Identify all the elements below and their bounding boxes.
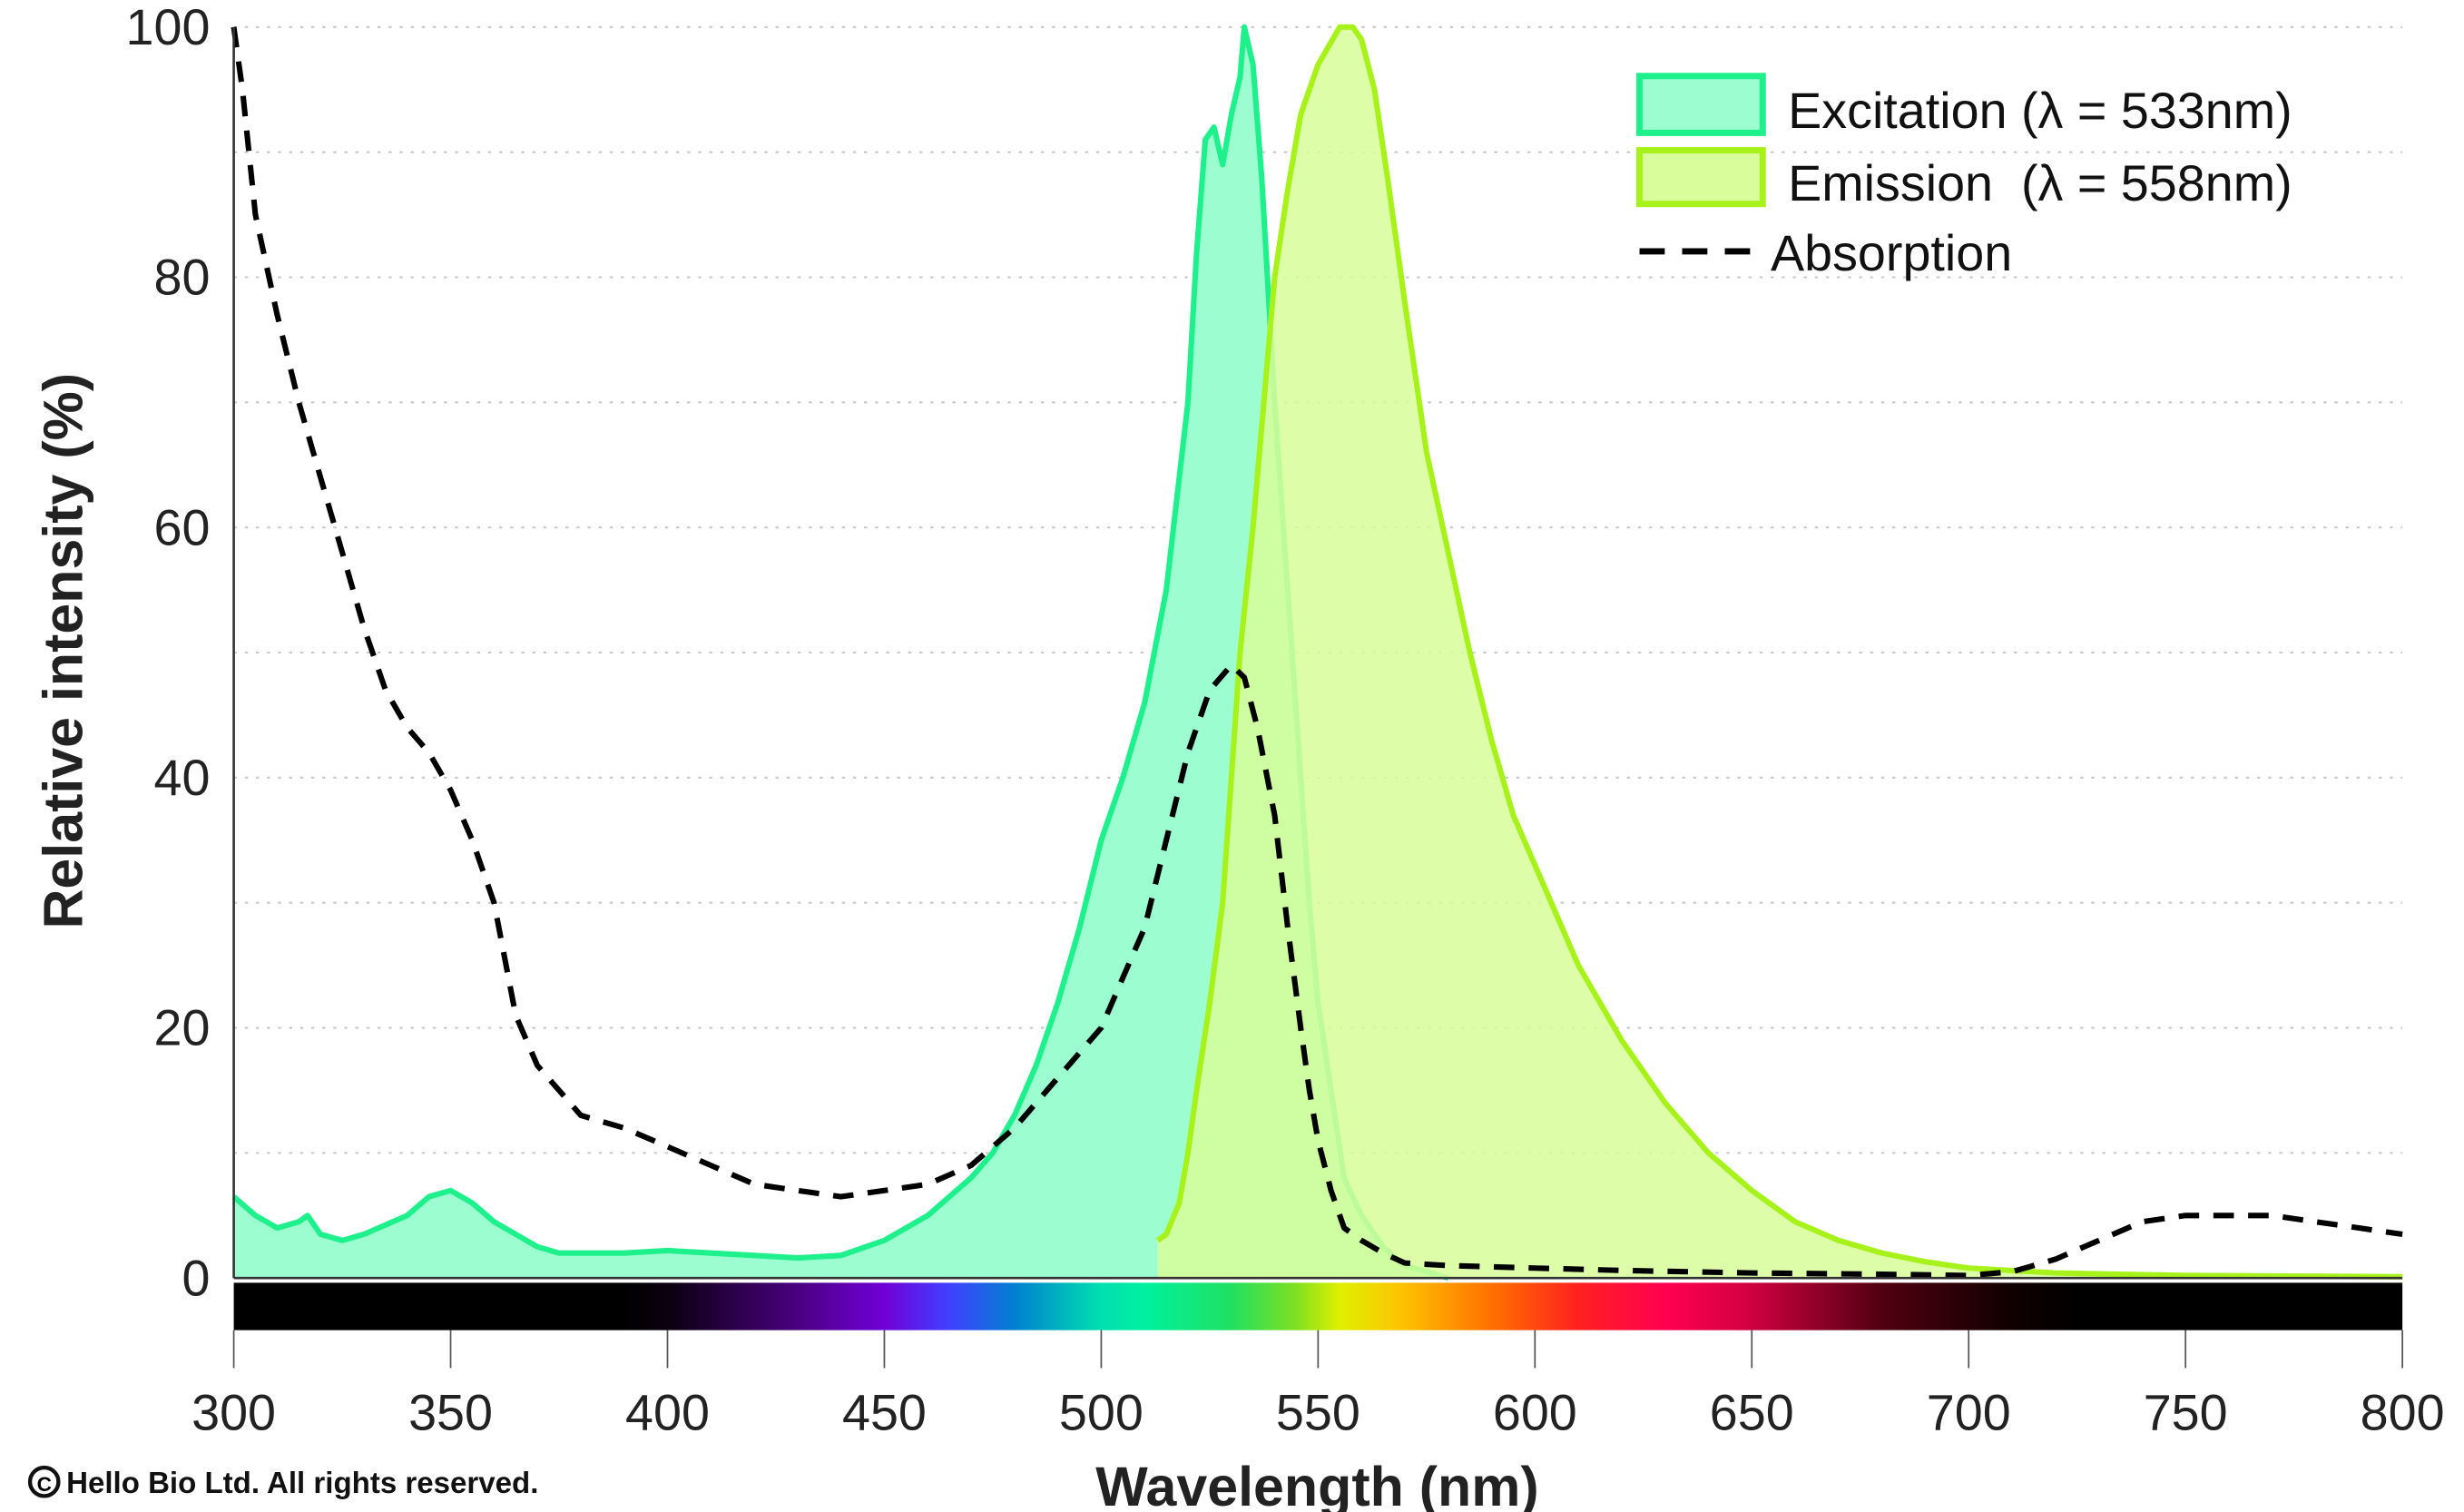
y-tick-label: 0 <box>182 1250 210 1306</box>
y-tick-label: 60 <box>154 499 211 555</box>
absorption-line <box>231 26 2403 1279</box>
x-tick-label: 700 <box>1927 1384 2011 1440</box>
x-tick-label: 750 <box>2144 1384 2228 1440</box>
x-axis-label: Wavelength (nm) <box>1095 1456 1538 1512</box>
copyright: C Hello Bio Ltd. All rights reserved. <box>27 1465 538 1500</box>
spectrum-bar <box>233 1282 2403 1330</box>
legend-swatch-excitation <box>1636 73 1766 136</box>
x-tick-label: 550 <box>1276 1384 1360 1440</box>
legend-label-absorption: Absorption <box>1771 225 2012 281</box>
ticks-layer: 0 20 40 60 80 100 300 350 400 450 500 550 600 650 700 7… <box>126 0 2445 1440</box>
x-tick-label: 350 <box>408 1384 493 1440</box>
x-tick-label: 300 <box>191 1384 276 1440</box>
series-layer <box>231 24 2403 1281</box>
x-tick-label: 400 <box>625 1384 710 1440</box>
x-tick-label: 650 <box>1710 1384 1794 1440</box>
legend-label-emission: Emission (λ = 558nm) <box>1788 155 2292 211</box>
x-tick-label: 500 <box>1059 1384 1144 1440</box>
legend-swatch-emission <box>1636 147 1766 208</box>
x-tick-label: 450 <box>842 1384 927 1440</box>
y-tick-label: 100 <box>126 0 211 55</box>
excitation-area <box>233 26 1448 1279</box>
y-axis-label: Relative intensity (%) <box>32 373 93 929</box>
y-tick-label: 40 <box>154 750 211 806</box>
copyright-text: Hello Bio Ltd. All rights reserved. <box>66 1467 538 1500</box>
emission-line <box>1155 24 2403 1280</box>
y-tick-label: 80 <box>154 250 211 306</box>
copyright-symbol: C <box>37 1473 52 1496</box>
copyright-icon <box>27 1465 61 1498</box>
emission-area <box>1157 26 2403 1279</box>
legend: Excitation (λ = 533nm) Emission (λ = 558… <box>1636 73 2292 281</box>
x-tick-label: 800 <box>2361 1384 2445 1440</box>
y-tick-label: 20 <box>154 1000 211 1056</box>
x-tick-label: 600 <box>1493 1384 1577 1440</box>
legend-label-excitation: Excitation (λ = 533nm) <box>1788 83 2292 139</box>
